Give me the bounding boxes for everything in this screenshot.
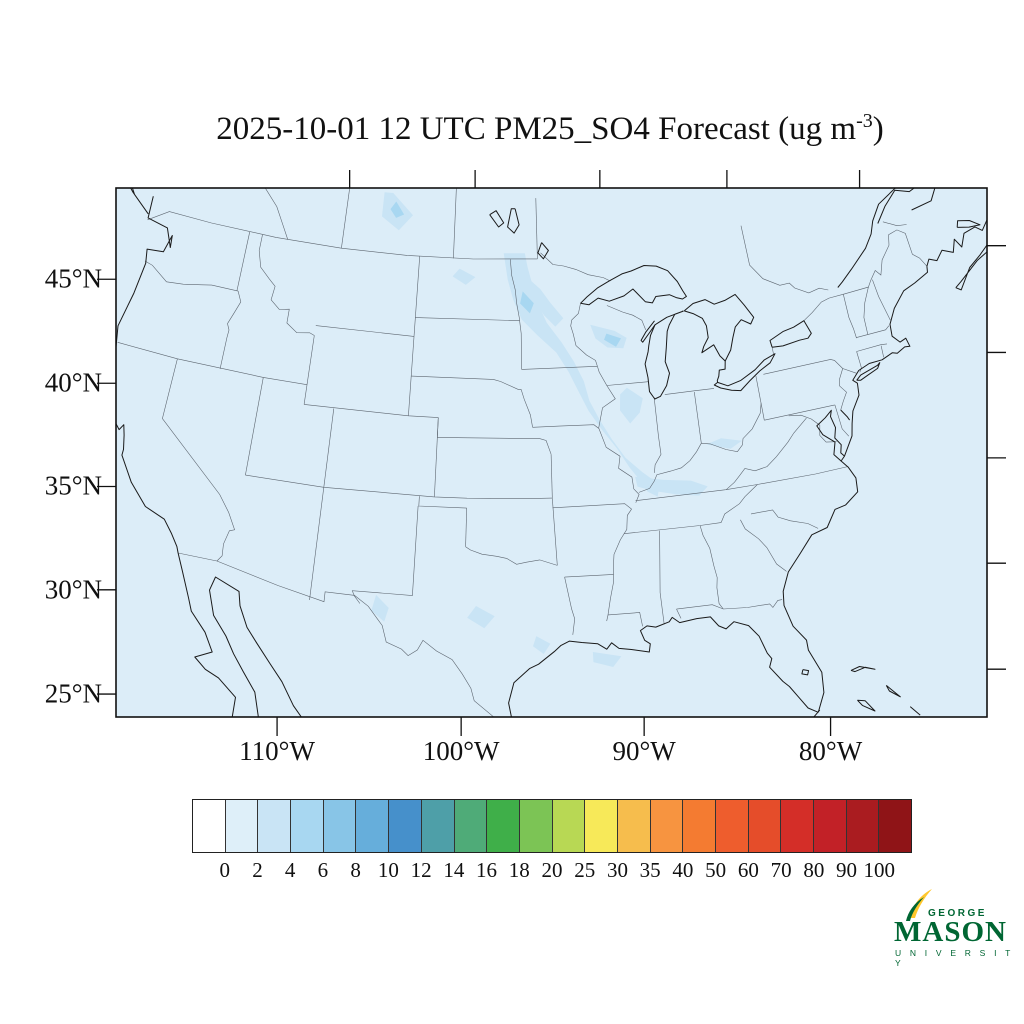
colorbar-tick-label: 25 — [574, 858, 596, 882]
george-mason-logo: GEORGE MASON U N I V E R S I T Y — [872, 889, 1022, 978]
colorbar-tick-label: 30 — [606, 858, 628, 882]
y-axis-label: 35°N — [44, 470, 102, 501]
colorbar-tick-label: 20 — [541, 858, 563, 882]
colorbar-cell — [814, 800, 847, 852]
colorbar-tick-label: 18 — [508, 858, 530, 882]
colorbar-cell — [519, 800, 553, 852]
colorbar-cell — [258, 800, 292, 852]
colorbar-cell — [617, 800, 651, 852]
colorbar-cell — [225, 800, 259, 852]
colorbar-cell — [356, 800, 390, 852]
colorbar-tick-label: 10 — [377, 858, 399, 882]
colorbar-cell — [487, 800, 520, 852]
colorbar-cell — [879, 800, 912, 852]
colorbar-tick-label: 80 — [803, 858, 825, 882]
x-axis-label: 90°W — [612, 736, 676, 766]
plot-title-text: 2025-10-01 12 UTC PM25_SO4 Forecast (ug … — [216, 111, 857, 147]
colorbar-cell — [193, 800, 226, 852]
colorbar-tick-label: 50 — [705, 858, 727, 882]
plot-title: 2025-10-01 12 UTC PM25_SO4 Forecast (ug … — [150, 110, 950, 148]
plot-title-exponent: -3 — [856, 110, 873, 132]
colorbar-tick-label: 2 — [252, 858, 263, 882]
colorbar-cell — [650, 800, 684, 852]
colorbar — [192, 799, 912, 853]
colorbar-tick-label: 16 — [476, 858, 498, 882]
colorbar-tick-label: 0 — [219, 858, 230, 882]
y-axis-label: 45°N — [44, 263, 102, 294]
x-axis-label: 80°W — [798, 736, 863, 766]
colorbar-cell — [748, 800, 782, 852]
colorbar-tick-label: 6 — [317, 858, 329, 882]
map-canvas — [86, 158, 1017, 747]
conus-forecast-map — [97, 170, 1006, 736]
colorbar-tick-label: 60 — [737, 858, 759, 882]
x-axis-label: 100°W — [422, 736, 500, 766]
y-axis-label: 30°N — [44, 574, 102, 605]
colorbar-cell — [846, 800, 880, 852]
colorbar-cell — [552, 800, 586, 852]
colorbar-tick-label: 4 — [284, 858, 296, 882]
colorbar-cell — [716, 800, 749, 852]
colorbar-tick-label: 35 — [639, 858, 661, 882]
colorbar-tick-label: 40 — [672, 858, 694, 882]
colorbar-cell — [421, 800, 455, 852]
plot-title-close: ) — [872, 111, 884, 147]
colorbar-tick-label: 90 — [836, 858, 858, 882]
colorbar-cell — [454, 800, 488, 852]
colorbar-cell — [585, 800, 618, 852]
colorbar-tick-label: 8 — [350, 858, 361, 882]
colorbar-tick-label: 14 — [443, 858, 465, 882]
colorbar-tick-label: 100 — [863, 858, 896, 882]
logo-mason-text: MASON — [894, 916, 1007, 948]
colorbar-cell — [291, 800, 324, 852]
colorbar-cell — [323, 800, 357, 852]
colorbar-cell — [781, 800, 815, 852]
colorbar-cell — [389, 800, 422, 852]
logo-george-text: GEORGE — [928, 908, 987, 919]
colorbar-tick-label: 12 — [410, 858, 432, 882]
logo-university-text: U N I V E R S I T Y — [895, 948, 1014, 968]
colorbar-tick-label: 70 — [770, 858, 792, 882]
colorbar-cell — [683, 800, 716, 852]
y-axis-label: 40°N — [44, 367, 102, 398]
gmu-flame-icon — [906, 889, 932, 921]
x-axis-label: 110°W — [239, 736, 315, 766]
y-axis-label: 25°N — [44, 678, 102, 709]
